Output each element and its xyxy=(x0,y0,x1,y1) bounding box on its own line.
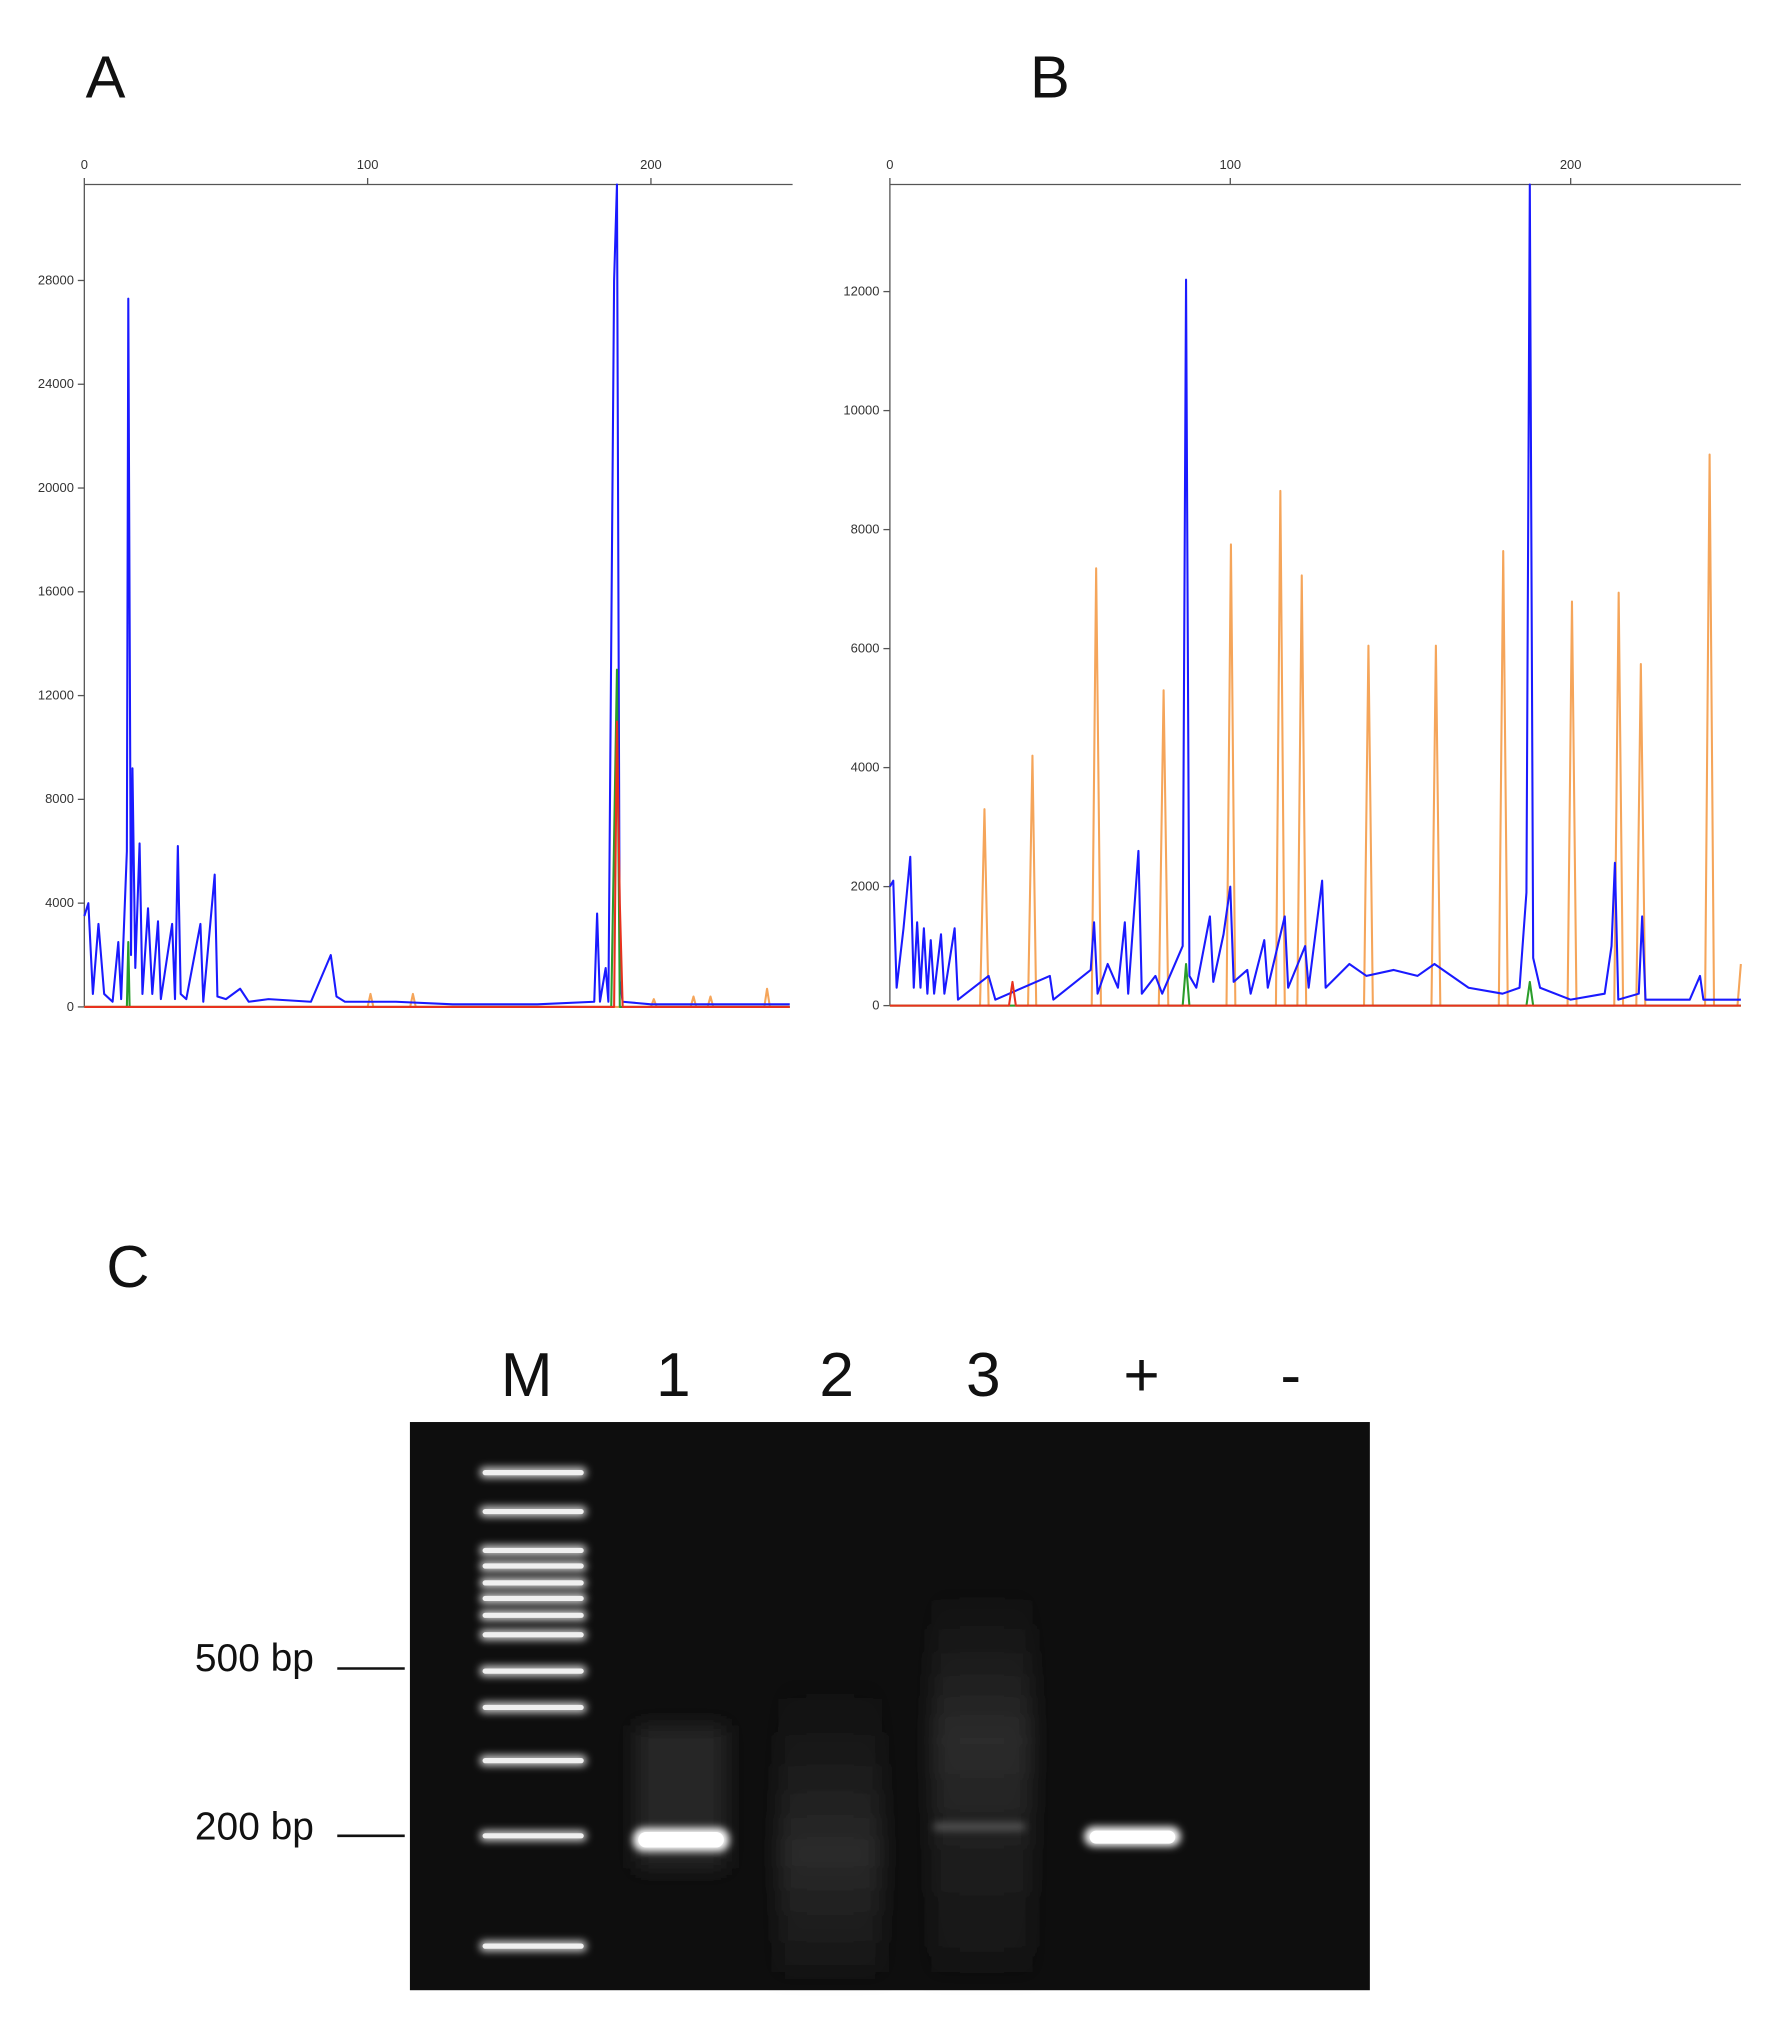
ladder-band xyxy=(482,1943,584,1949)
ladder-band xyxy=(482,1508,584,1515)
ladder-band xyxy=(482,1668,584,1674)
x-tick-label: 0 xyxy=(81,157,88,172)
trace xyxy=(889,962,1741,1007)
ladder-band xyxy=(482,1704,584,1711)
ladder xyxy=(479,1467,587,1952)
lane-label: M xyxy=(501,1341,553,1410)
panel-label: C xyxy=(106,1233,149,1300)
y-tick-label: 12000 xyxy=(843,283,879,298)
trace xyxy=(84,720,790,1008)
y-tick-label: 12000 xyxy=(38,687,74,702)
ladder-band xyxy=(482,1612,584,1618)
trace xyxy=(83,183,790,1006)
band xyxy=(933,1822,1025,1831)
y-tick-label: 8000 xyxy=(45,791,74,806)
y-tick-label: 0 xyxy=(67,999,74,1014)
ladder-band xyxy=(482,1580,584,1586)
lane-label: - xyxy=(1280,1341,1301,1410)
y-tick-label: 8000 xyxy=(851,521,880,536)
x-tick-label: 200 xyxy=(640,157,662,172)
lane-label: 2 xyxy=(819,1341,854,1410)
ladder-band xyxy=(482,1758,584,1764)
ladder-band xyxy=(482,1547,584,1554)
smear xyxy=(931,1582,1033,1973)
lane-label: 3 xyxy=(966,1341,1001,1410)
band xyxy=(1089,1830,1176,1844)
y-tick-label: 28000 xyxy=(38,272,74,287)
x-tick-label: 200 xyxy=(1560,157,1582,172)
y-tick-label: 4000 xyxy=(851,760,880,775)
x-tick-label: 0 xyxy=(886,157,893,172)
y-tick-label: 0 xyxy=(872,998,879,1013)
ladder-band xyxy=(482,1632,584,1638)
smear xyxy=(778,1673,883,1973)
trace xyxy=(84,668,790,1008)
trace xyxy=(888,183,1741,1001)
y-tick-label: 10000 xyxy=(843,402,879,417)
lane-label: 1 xyxy=(656,1341,691,1410)
y-tick-label: 20000 xyxy=(38,480,74,495)
ladder-band xyxy=(482,1595,584,1602)
marker-label: 200 bp xyxy=(195,1806,314,1849)
panel-label: A xyxy=(86,44,126,111)
y-tick-label: 24000 xyxy=(38,376,74,391)
y-tick-label: 4000 xyxy=(45,895,74,910)
panel-label: B xyxy=(1030,44,1070,111)
ladder-band xyxy=(482,1563,584,1569)
ladder-band xyxy=(482,1470,584,1476)
band xyxy=(638,1831,724,1848)
lane-label: + xyxy=(1123,1341,1159,1410)
ladder-band xyxy=(482,1833,584,1839)
y-tick-label: 2000 xyxy=(851,879,880,894)
marker-label: 500 bp xyxy=(195,1637,314,1680)
trace xyxy=(889,980,1741,1007)
y-tick-label: 6000 xyxy=(851,640,880,655)
y-tick-label: 16000 xyxy=(38,584,74,599)
x-tick-label: 100 xyxy=(1219,157,1241,172)
x-tick-label: 100 xyxy=(357,157,379,172)
